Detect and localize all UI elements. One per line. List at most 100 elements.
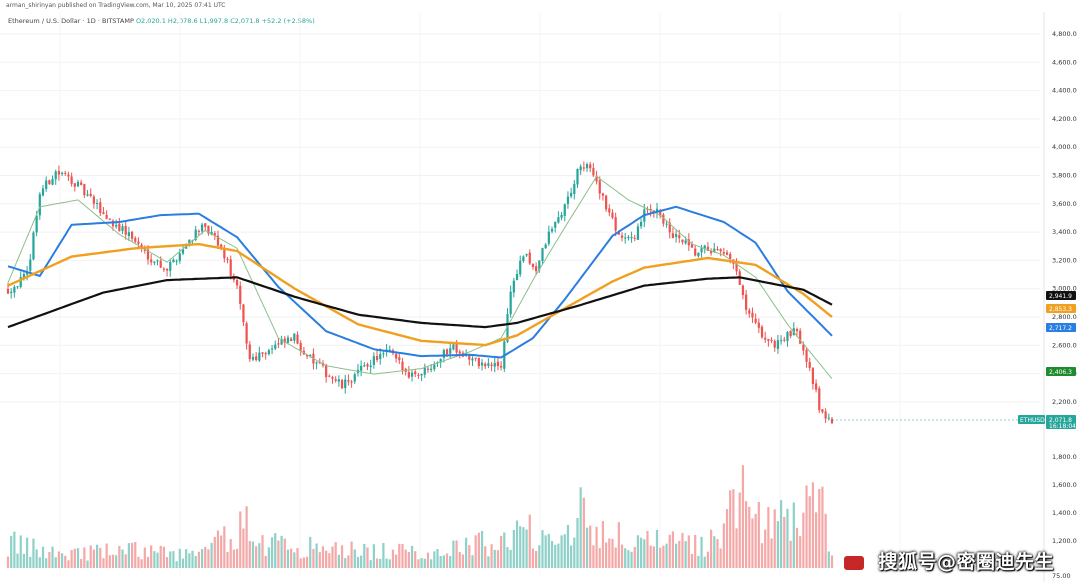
price-axis[interactable]: 4,800.0 4,600.0 4,400.0 4,200.0 4,000.0 3,800… bbox=[1043, 12, 1077, 582]
candle-body bbox=[605, 195, 608, 210]
candle-body bbox=[655, 208, 659, 213]
candle-body bbox=[420, 374, 423, 376]
candle-body bbox=[760, 326, 764, 338]
candle-body bbox=[598, 180, 601, 194]
volume-bar bbox=[16, 553, 19, 568]
candle-body bbox=[315, 362, 318, 364]
candle-body bbox=[309, 354, 312, 357]
candle-body bbox=[86, 194, 89, 196]
candle-body bbox=[830, 418, 834, 424]
volume-tick-label: 1,600.0 bbox=[1052, 481, 1077, 489]
volume-bar bbox=[296, 548, 299, 568]
candle-body bbox=[433, 364, 436, 370]
volume-bar bbox=[414, 551, 417, 568]
volume-bar bbox=[719, 548, 722, 568]
volume-bar bbox=[697, 555, 700, 568]
price-tick-label: 2,800.0 bbox=[1052, 313, 1077, 321]
candle-body bbox=[719, 249, 722, 252]
candle-body bbox=[32, 232, 35, 260]
candle-body bbox=[439, 359, 442, 363]
volume-bar bbox=[340, 545, 344, 568]
candle-body bbox=[716, 249, 719, 251]
candle-body bbox=[799, 330, 802, 344]
candle-body bbox=[506, 314, 509, 342]
volume-bar bbox=[175, 561, 178, 568]
candle-body bbox=[525, 254, 528, 256]
volume-bar bbox=[118, 545, 121, 568]
volume-bar bbox=[181, 558, 185, 568]
volume-bar bbox=[496, 550, 500, 568]
candle-body bbox=[153, 261, 156, 263]
candle-body bbox=[124, 226, 127, 235]
candle-body bbox=[560, 214, 563, 218]
volume-bar bbox=[356, 556, 360, 568]
attribution-text: arman_shirinyan published on TradingView… bbox=[6, 2, 226, 9]
candle-body bbox=[722, 252, 725, 254]
volume-bar bbox=[309, 536, 312, 568]
volume-bar bbox=[811, 482, 815, 568]
candle-body bbox=[633, 237, 636, 239]
volume-bar bbox=[102, 558, 105, 568]
candle-body bbox=[455, 343, 458, 353]
volume-bar bbox=[535, 550, 538, 568]
volume-bar bbox=[646, 530, 649, 568]
volume-bar bbox=[232, 549, 235, 568]
candle-body bbox=[220, 244, 223, 248]
volume-bar bbox=[493, 549, 496, 568]
candle-body bbox=[255, 356, 258, 360]
volume-bar bbox=[614, 547, 617, 568]
candle-body bbox=[741, 285, 745, 296]
volume-bar bbox=[814, 512, 818, 568]
ema-green-line bbox=[7, 175, 833, 380]
volume-tick-label: 1,800.0 bbox=[1052, 453, 1077, 461]
volume-bar bbox=[25, 537, 29, 568]
volume-bar bbox=[334, 542, 337, 568]
candle-body bbox=[744, 294, 748, 310]
volume-bar bbox=[471, 555, 474, 568]
volume-bar bbox=[363, 543, 366, 568]
candle-body bbox=[258, 352, 261, 361]
candle-body bbox=[29, 259, 32, 271]
volume-bar bbox=[601, 521, 605, 568]
symbol-title: Ethereum / U.S. Dollar · 1D · BITSTAMP bbox=[8, 17, 134, 25]
candle-body bbox=[471, 358, 474, 361]
candle-body bbox=[818, 388, 821, 411]
chart-legend: Ethereum / U.S. Dollar · 1D · BITSTAMP O… bbox=[8, 17, 315, 25]
candle-body bbox=[140, 244, 143, 248]
volume-bar bbox=[64, 555, 67, 568]
candle-body bbox=[805, 349, 808, 362]
symbol-tag: ETHUSD bbox=[1020, 417, 1045, 424]
moving-averages bbox=[7, 175, 833, 380]
candle-body bbox=[353, 374, 356, 382]
volume-bar bbox=[318, 552, 321, 568]
volume-bar bbox=[792, 502, 795, 568]
candle-body bbox=[178, 253, 181, 261]
candle-body bbox=[210, 231, 213, 235]
candle-body bbox=[614, 217, 617, 231]
volume-bar bbox=[299, 558, 302, 568]
volume-bar bbox=[519, 526, 522, 568]
volume-bar bbox=[45, 558, 48, 568]
candle-body bbox=[115, 225, 118, 227]
volume-bar bbox=[156, 552, 159, 568]
volume-bar bbox=[6, 556, 10, 568]
volume-bar bbox=[627, 550, 630, 568]
candle-body bbox=[684, 240, 687, 244]
volume-bar bbox=[433, 551, 436, 568]
volume-bar bbox=[455, 540, 458, 568]
candle-body bbox=[808, 362, 811, 368]
volume-bar bbox=[143, 547, 146, 568]
volume-bar bbox=[57, 551, 61, 568]
volume-bar bbox=[80, 558, 83, 568]
volume-bar bbox=[738, 492, 741, 568]
price-tick-label: 3,000.0 bbox=[1052, 285, 1077, 293]
candle-body bbox=[735, 263, 738, 272]
candle-body bbox=[789, 330, 792, 337]
candle-body bbox=[570, 192, 573, 197]
volume-bar bbox=[754, 513, 757, 568]
candle-body bbox=[105, 214, 108, 219]
volume-bar bbox=[589, 525, 592, 568]
volume-bar bbox=[165, 557, 169, 568]
volume-bar bbox=[312, 548, 315, 568]
